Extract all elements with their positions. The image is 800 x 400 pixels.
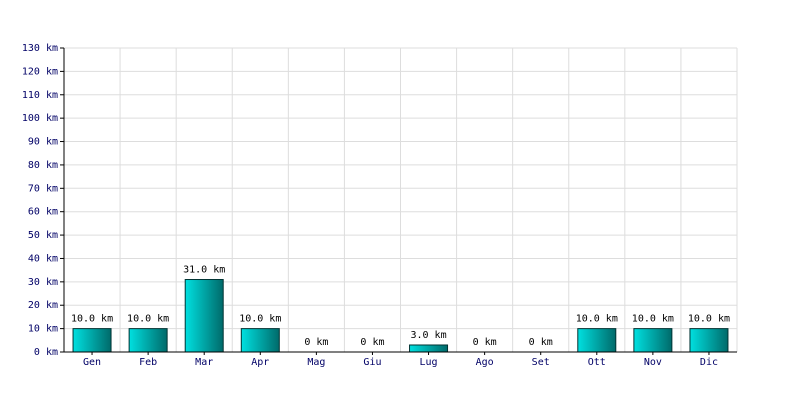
x-tick-label: Ott	[588, 357, 606, 368]
value-label: 31.0 km	[183, 265, 225, 276]
value-label: 0 km	[473, 337, 497, 348]
x-tick-label: Giu	[363, 357, 381, 368]
value-label: 0 km	[529, 337, 553, 348]
x-tick-label: Lug	[420, 357, 438, 368]
y-tick-label: 100 km	[22, 113, 58, 124]
bar	[240, 328, 280, 353]
y-tick-label: 80 km	[28, 160, 58, 171]
bar	[128, 328, 168, 353]
value-label: 3.0 km	[410, 330, 446, 341]
bar	[72, 328, 112, 353]
bar	[689, 328, 729, 353]
x-tick-label: Feb	[139, 357, 157, 368]
bar	[577, 328, 617, 353]
y-tick-label: 0 km	[34, 347, 58, 358]
value-label: 10.0 km	[576, 314, 618, 325]
y-tick-label: 90 km	[28, 137, 58, 148]
x-tick-label: Set	[532, 357, 550, 368]
bar	[409, 344, 449, 353]
y-tick-label: 60 km	[28, 207, 58, 218]
y-tick-label: 130 km	[22, 43, 58, 54]
y-tick-label: 30 km	[28, 277, 58, 288]
x-tick-label: Gen	[83, 357, 101, 368]
y-tick-label: 40 km	[28, 253, 58, 264]
value-label: 10.0 km	[239, 314, 281, 325]
value-label: 0 km	[304, 337, 328, 348]
bar	[184, 279, 224, 353]
y-tick-label: 10 km	[28, 324, 58, 335]
value-label: 10.0 km	[127, 314, 169, 325]
value-label: 10.0 km	[688, 314, 730, 325]
bar	[633, 328, 673, 353]
x-tick-label: Mar	[195, 357, 213, 368]
y-tick-label: 120 km	[22, 66, 58, 77]
x-tick-label: Mag	[307, 357, 325, 368]
x-tick-label: Apr	[251, 357, 269, 368]
y-tick-label: 20 km	[28, 300, 58, 311]
value-label: 10.0 km	[632, 314, 674, 325]
value-label: 0 km	[360, 337, 384, 348]
y-tick-label: 50 km	[28, 230, 58, 241]
value-label: 10.0 km	[71, 314, 113, 325]
x-tick-label: Nov	[644, 357, 662, 368]
x-tick-label: Ago	[476, 357, 494, 368]
y-tick-label: 70 km	[28, 183, 58, 194]
x-tick-label: Dic	[700, 357, 718, 368]
y-tick-label: 110 km	[22, 90, 58, 101]
